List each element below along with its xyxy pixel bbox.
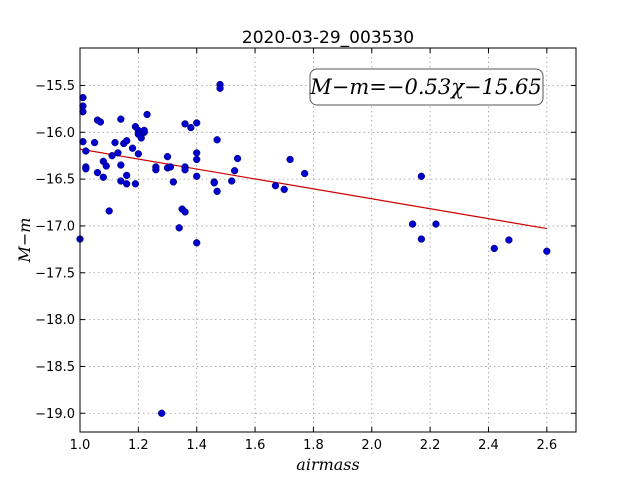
data-point	[230, 167, 239, 175]
data-point	[181, 208, 189, 216]
y-axis-label: M−m	[15, 218, 34, 264]
data-point	[82, 147, 90, 155]
y-tick-label: −17.0	[35, 219, 75, 234]
data-point	[123, 171, 131, 180]
y-tick-label: −15.5	[35, 79, 75, 94]
data-point	[181, 120, 189, 128]
plot-area	[80, 48, 576, 432]
data-point	[193, 239, 201, 247]
data-point	[301, 169, 309, 178]
data-point	[432, 220, 440, 228]
data-point	[193, 172, 201, 180]
data-point	[102, 162, 110, 170]
data-point	[187, 123, 195, 132]
fit-line	[79, 148, 547, 230]
data-point	[271, 182, 280, 190]
data-point	[417, 235, 426, 243]
data-point	[114, 149, 122, 157]
data-points	[76, 80, 551, 417]
x-axis-label: airmass	[296, 455, 359, 474]
data-point	[543, 247, 551, 255]
data-point	[143, 110, 151, 119]
data-point	[140, 126, 148, 135]
data-point	[216, 84, 224, 92]
y-tick-label: −16.0	[35, 126, 75, 141]
data-point	[175, 224, 183, 232]
x-tick-label: 2.4	[478, 438, 499, 453]
x-tick-label: 1.6	[245, 438, 266, 453]
data-point	[93, 168, 102, 177]
x-tick-label: 2.2	[420, 438, 441, 453]
data-point	[131, 180, 140, 188]
data-point	[134, 150, 143, 158]
y-tick-label: −17.5	[35, 266, 75, 281]
data-point	[490, 244, 498, 253]
data-point	[82, 165, 90, 173]
data-point	[408, 220, 417, 228]
plot-frame	[79, 47, 577, 433]
data-point	[117, 115, 125, 123]
data-point	[163, 152, 172, 161]
axis-ticks: 1.0 1.2 1.4 1.6 1.8 2.0 2.2 2.4 2.6 −15.5 −16.0 −16…	[35, 48, 576, 453]
x-tick-label: 1.8	[303, 438, 324, 453]
data-point	[99, 173, 107, 181]
data-point	[117, 177, 125, 185]
data-point	[181, 166, 189, 174]
y-tick-label: −18.0	[35, 313, 75, 328]
data-point	[90, 138, 99, 147]
data-point	[210, 179, 218, 187]
data-point	[169, 178, 178, 186]
data-point	[228, 177, 236, 185]
data-point	[108, 152, 116, 160]
x-tick-label: 1.4	[186, 438, 207, 453]
data-point	[280, 185, 288, 194]
data-point	[286, 155, 294, 164]
data-point	[117, 161, 125, 169]
data-point	[111, 138, 119, 147]
data-point	[158, 409, 166, 417]
data-point	[137, 134, 145, 142]
data-point	[152, 166, 160, 174]
fit-line-group	[79, 148, 547, 230]
data-point	[79, 108, 87, 116]
data-point	[193, 155, 201, 164]
x-tick-label: 1.2	[128, 438, 149, 453]
data-point	[193, 119, 201, 127]
y-tick-label: −16.5	[35, 173, 75, 188]
x-tick-label: 2.0	[361, 438, 382, 453]
data-point	[213, 136, 221, 144]
data-point	[79, 93, 87, 102]
data-point	[128, 144, 137, 152]
chart-title: 2020-03-29_003530	[242, 28, 414, 48]
data-point	[96, 118, 105, 126]
y-tick-label: −19.0	[35, 407, 75, 422]
x-tick-label: 1.0	[70, 438, 91, 453]
annotation-text: M−m=−0.53χ−15.65	[309, 75, 541, 99]
data-point	[166, 163, 175, 171]
data-point	[79, 138, 87, 146]
data-point	[123, 180, 131, 188]
data-point	[213, 187, 221, 195]
data-point	[193, 149, 201, 157]
data-point	[105, 207, 113, 215]
data-point	[417, 172, 426, 180]
y-tick-label: −18.5	[35, 360, 75, 375]
x-tick-label: 2.6	[536, 438, 557, 453]
annotation-box	[309, 68, 544, 106]
data-point	[233, 154, 242, 163]
data-point	[123, 137, 131, 145]
fit-annotation: M−m=−0.53χ−15.65	[309, 68, 544, 106]
data-point	[505, 236, 513, 244]
